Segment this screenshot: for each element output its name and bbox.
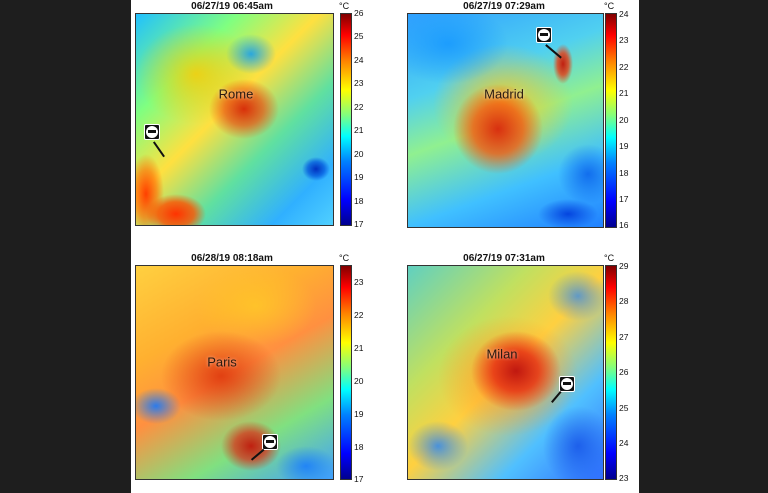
colorbar-tick: 29: [619, 261, 629, 271]
arrow-icon: [251, 449, 265, 461]
airplane-icon: [536, 27, 552, 43]
panel-title: 06/27/19 06:45am: [191, 1, 273, 12]
city-label: Milan: [486, 346, 518, 362]
colorbar-tick: 25: [354, 31, 364, 41]
colorbar: [340, 265, 352, 480]
colorbar-tick: 28: [619, 296, 629, 306]
colorbar-tick: 24: [619, 438, 629, 448]
colorbar-tick: 20: [354, 376, 364, 386]
colorbar-tick: 19: [354, 172, 364, 182]
panel-title: 06/28/19 08:18am: [191, 253, 273, 264]
colorbar-tick: 17: [619, 194, 629, 204]
figure: 06/27/19 06:45am Rome °C 26 25 24 23 22 …: [131, 0, 639, 493]
colorbar-tick: 21: [354, 125, 364, 135]
airplane-icon: [262, 434, 278, 450]
colorbar-unit: °C: [604, 253, 615, 263]
thermal-map-madrid: Madrid: [407, 13, 604, 228]
colorbar-tick: 20: [619, 115, 629, 125]
colorbar-tick: 22: [354, 102, 364, 112]
arrow-icon: [545, 44, 562, 59]
city-label: Madrid: [484, 86, 524, 102]
colorbar-tick: 24: [619, 9, 629, 19]
colorbar-tick: 24: [354, 55, 364, 65]
city-label: Paris: [207, 354, 237, 370]
colorbar-tick: 21: [354, 343, 364, 353]
airplane-icon: [144, 124, 160, 140]
colorbar-tick: 20: [354, 149, 364, 159]
colorbar-tick: 23: [619, 35, 629, 45]
arrow-icon: [551, 391, 562, 403]
colorbar-tick: 26: [619, 367, 629, 377]
colorbar-tick: 17: [354, 219, 364, 229]
city-label: Rome: [218, 86, 254, 102]
colorbar-tick: 21: [619, 88, 629, 98]
colorbar-tick: 23: [354, 277, 364, 287]
colorbar-tick: 23: [619, 473, 629, 483]
panel-title: 06/27/19 07:31am: [463, 253, 545, 264]
colorbar-tick: 26: [354, 8, 364, 18]
arrow-icon: [153, 141, 165, 157]
colorbar: [605, 265, 617, 480]
colorbar-tick: 18: [619, 168, 629, 178]
panel-title: 06/27/19 07:29am: [463, 1, 545, 12]
colorbar: [605, 13, 617, 228]
colorbar-unit: °C: [604, 1, 615, 11]
colorbar: [340, 13, 352, 226]
thermal-map-paris: Paris: [135, 265, 334, 480]
colorbar-tick: 22: [619, 62, 629, 72]
colorbar-unit: °C: [339, 253, 350, 263]
thermal-map-milan: Milan: [407, 265, 604, 480]
colorbar-tick: 23: [354, 78, 364, 88]
colorbar-tick: 27: [619, 332, 629, 342]
colorbar-tick: 16: [619, 220, 629, 230]
colorbar-tick: 22: [354, 310, 364, 320]
colorbar-tick: 17: [354, 474, 364, 484]
colorbar-tick: 18: [354, 442, 364, 452]
colorbar-tick: 25: [619, 403, 629, 413]
airplane-icon: [559, 376, 575, 392]
colorbar-unit: °C: [339, 1, 350, 11]
colorbar-tick: 18: [354, 196, 364, 206]
colorbar-tick: 19: [619, 141, 629, 151]
thermal-map-rome: Rome: [135, 13, 334, 226]
colorbar-tick: 19: [354, 409, 364, 419]
